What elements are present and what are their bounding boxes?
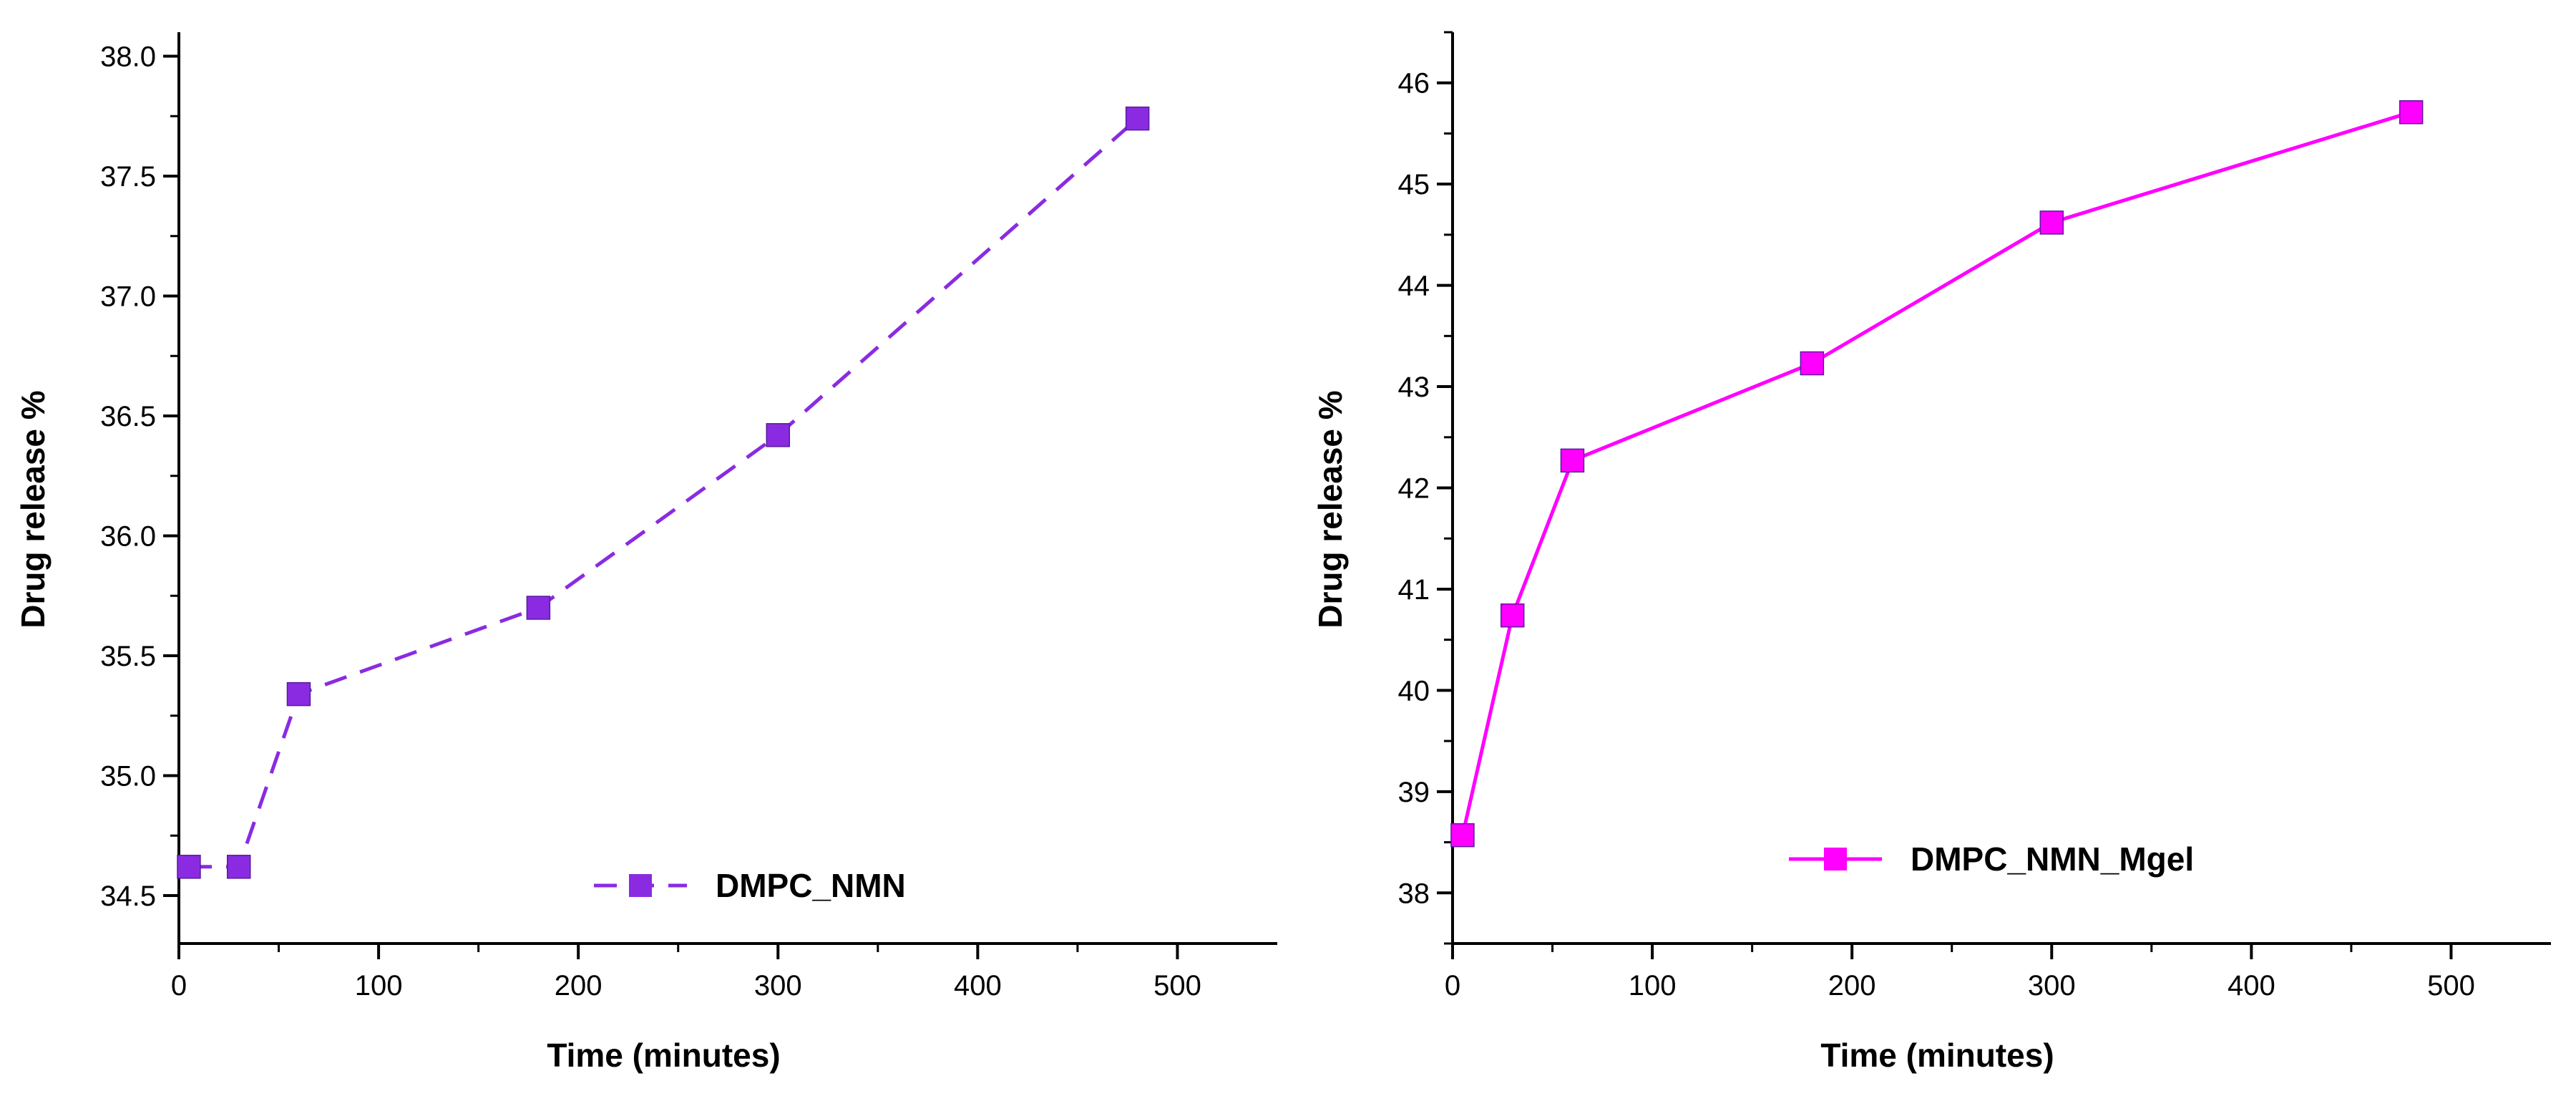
series-line (1460, 110, 2412, 836)
data-point-marker (226, 855, 251, 879)
chart-2: 0 100 200 300 400 500 38 39 40 41 42 43 44 45 46 Time (… (1312, 31, 2551, 1074)
y-tick-label: 45 (1398, 169, 1430, 200)
data-point-marker (2399, 100, 2424, 125)
data-point-marker (526, 596, 551, 620)
x-tick-label: 0 (171, 970, 187, 1002)
y-tick-label: 39 (1398, 777, 1430, 808)
legend: DMPC_NMN (594, 867, 906, 904)
x-tick-label: 200 (1828, 970, 1876, 1002)
y-tick-label: 35.0 (100, 761, 156, 792)
y-tick-label: 42 (1398, 473, 1430, 505)
data-point-marker (1125, 106, 1150, 131)
y-axis-title: Drug release % (14, 390, 52, 628)
x-tick-label: 100 (355, 970, 403, 1002)
data-point-marker (1800, 351, 1825, 376)
x-tick-label: 400 (954, 970, 1002, 1002)
y-axis-title: Drug release % (1312, 390, 1349, 628)
y-tick-label: 34.5 (100, 881, 156, 912)
x-axis-title: Time (minutes) (1820, 1037, 2054, 1074)
x-tick-label: 100 (1629, 970, 1677, 1002)
legend-label: DMPC_NMN_Mgel (1911, 840, 2194, 878)
x-tick-label: 300 (754, 970, 802, 1002)
x-tick-label: 200 (555, 970, 602, 1002)
y-tick-label: 43 (1398, 372, 1430, 403)
y-tick-label: 41 (1398, 574, 1430, 606)
y-tick-label: 38 (1398, 878, 1430, 909)
chart-1: 0 100 200 300 400 500 34.5 35.0 35.5 36.0 36.5 37.0… (14, 32, 1277, 1074)
legend: DMPC_NMN_Mgel (1789, 840, 2194, 878)
x-axis-title: Time (minutes) (547, 1037, 780, 1074)
y-tick-label: 35.5 (100, 641, 156, 672)
x-tick-label: 400 (2228, 970, 2275, 1002)
data-point-marker (1450, 823, 1475, 848)
legend-label: DMPC_NMN (716, 867, 906, 904)
y-tick-label: 44 (1398, 271, 1430, 302)
data-point-marker (1500, 603, 1525, 628)
y-tick-label: 37.0 (100, 281, 156, 313)
data-point-marker (1560, 448, 1585, 473)
y-tick-label: 40 (1398, 675, 1430, 707)
y-tick-label: 36.5 (100, 401, 156, 432)
data-point-marker (286, 682, 311, 707)
data-point-marker (177, 855, 201, 879)
y-tick-label: 37.5 (100, 161, 156, 193)
x-tick-label: 0 (1445, 970, 1460, 1002)
legend-marker (629, 874, 652, 897)
y-tick-label: 46 (1398, 68, 1430, 100)
y-tick-label: 36.0 (100, 521, 156, 553)
data-point-marker (2039, 210, 2064, 235)
data-point-marker (766, 423, 791, 447)
legend-marker (1824, 848, 1847, 871)
series-line (189, 117, 1139, 869)
y-tick-label: 38.0 (100, 42, 156, 73)
x-tick-label: 500 (2427, 970, 2475, 1002)
x-tick-label: 500 (1153, 970, 1201, 1002)
x-tick-label: 300 (2028, 970, 2076, 1002)
